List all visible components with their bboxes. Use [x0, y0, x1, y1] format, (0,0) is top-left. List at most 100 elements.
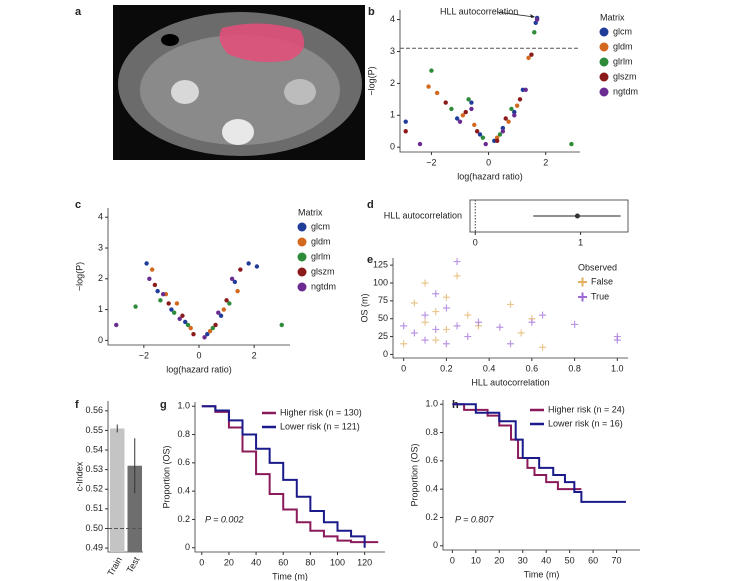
y-tick-label: 0.49 — [85, 542, 103, 552]
data-point — [232, 279, 238, 285]
data-point — [442, 293, 450, 301]
y-tick-label: 0.55 — [85, 425, 103, 435]
x-tick-label: 1 — [578, 237, 583, 247]
legend-label: Higher risk (n = 24) — [548, 404, 625, 414]
x-axis-label: log(hazard ratio) — [166, 364, 232, 374]
ct-organ — [284, 79, 316, 105]
data-point — [421, 336, 429, 344]
y-tick-label: 0 — [98, 335, 103, 345]
axis-spine — [107, 208, 290, 346]
x-tick-label: 80 — [305, 557, 315, 567]
y-axis-label: Proportion (OS) — [409, 443, 419, 506]
y-tick-label: 0.56 — [85, 405, 103, 415]
data-point — [466, 97, 471, 102]
x-tick-label: 0 — [401, 363, 406, 373]
data-point — [460, 113, 466, 118]
data-point — [114, 322, 119, 328]
legend-swatch — [297, 222, 307, 232]
axis-spine — [442, 400, 640, 551]
x-tick-label: 0 — [473, 237, 478, 247]
y-tick-label: 0.8 — [425, 427, 438, 437]
data-point — [152, 282, 158, 288]
data-point — [613, 336, 621, 344]
legend-title: Matrix — [298, 207, 323, 217]
x-tick-label: 120 — [357, 557, 372, 567]
data-point — [432, 290, 440, 298]
plot-frame — [469, 199, 629, 233]
annotation: P = 0.002 — [205, 514, 243, 524]
data-point — [453, 272, 461, 280]
x-tick-label: 0.8 — [568, 363, 581, 373]
data-point — [158, 298, 163, 303]
legend-swatch — [599, 87, 609, 97]
y-tick-label: 0.53 — [85, 464, 103, 474]
x-tick-label: 70 — [612, 555, 622, 565]
y-tick-label: 2 — [98, 273, 103, 283]
legend-label: glszm — [311, 266, 335, 276]
panel-label: b — [368, 6, 375, 18]
data-point — [526, 55, 531, 61]
data-point — [432, 325, 440, 333]
data-point — [539, 311, 547, 319]
legend-label: ngtdm — [311, 281, 336, 291]
estimate — [574, 213, 580, 219]
data-point — [188, 325, 193, 331]
x-tick-label: 60 — [278, 557, 288, 567]
x-axis-label: Time (m) — [524, 569, 560, 579]
annotation: P = 0.807 — [455, 514, 494, 524]
axis-spine — [194, 402, 385, 553]
data-point — [400, 340, 408, 348]
annotation: HLL autocorrelation — [440, 6, 518, 16]
y-tick-label: 0.4 — [177, 486, 190, 496]
data-point — [442, 325, 450, 333]
y-tick-label: 50 — [378, 313, 388, 323]
data-point — [494, 138, 500, 144]
x-tick-label: −2 — [139, 350, 149, 360]
y-tick-label: 0.54 — [85, 444, 103, 454]
data-point — [443, 100, 448, 105]
legend-swatch — [578, 292, 587, 302]
x-axis-label: Time (m) — [272, 571, 308, 581]
data-point — [213, 322, 218, 328]
x-tick-label: 2 — [252, 350, 257, 360]
data-point — [400, 322, 408, 330]
data-point — [442, 340, 450, 348]
ct-fat — [140, 35, 340, 145]
x-tick-label: 50 — [565, 555, 575, 565]
data-point — [174, 301, 180, 306]
x-axis-label: HLL autocorrelation — [471, 377, 549, 387]
legend-swatch — [297, 252, 307, 262]
data-point — [224, 298, 229, 303]
panel-label: c — [75, 199, 81, 211]
data-point — [279, 322, 284, 328]
data-point — [512, 109, 517, 115]
ct-organ — [171, 80, 199, 104]
data-point — [221, 307, 227, 312]
data-point — [235, 288, 240, 294]
data-point — [483, 141, 488, 147]
data-point — [453, 322, 461, 330]
legend-title: Matrix — [600, 12, 625, 22]
axis-spine — [399, 10, 580, 153]
legend-swatch — [297, 267, 307, 277]
legend-swatch — [599, 57, 609, 67]
data-point — [474, 318, 482, 326]
data-point — [160, 292, 166, 297]
y-axis-label: −log(P) — [366, 66, 376, 95]
data-point — [432, 308, 440, 316]
data-point — [185, 322, 191, 328]
x-tick-label: 40 — [541, 555, 551, 565]
x-tick-label: 30 — [518, 555, 528, 565]
annotation-arrowhead — [530, 13, 536, 18]
survival-curve — [452, 403, 582, 491]
y-tick-label: 1.0 — [425, 399, 438, 409]
panel-label: a — [75, 6, 82, 18]
x-tick-label: 100 — [330, 557, 345, 567]
data-point — [496, 323, 504, 331]
x-tick-label: 0 — [486, 157, 491, 167]
data-point — [410, 329, 418, 337]
data-point — [517, 329, 525, 337]
data-point — [474, 129, 480, 134]
data-point — [569, 141, 574, 147]
legend-swatch — [599, 72, 609, 82]
